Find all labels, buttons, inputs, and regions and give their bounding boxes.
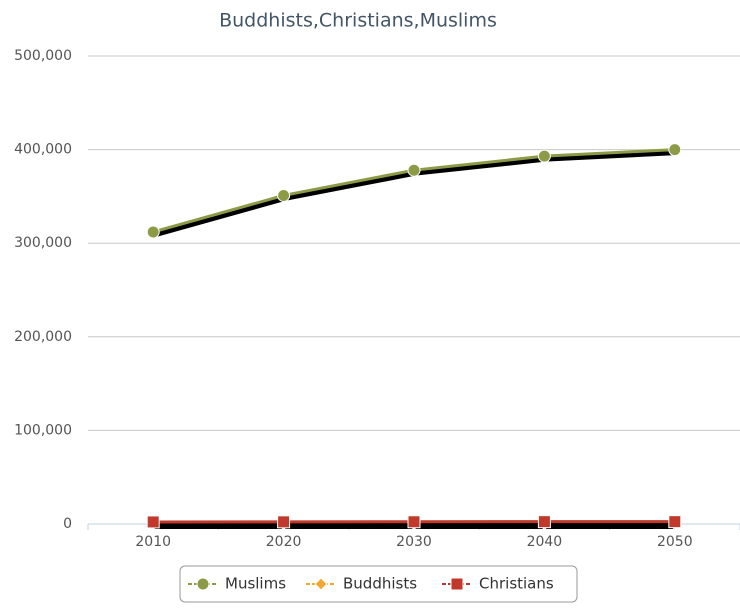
y-tick-label: 400,000 xyxy=(14,142,72,158)
marker xyxy=(538,516,550,528)
marker xyxy=(669,516,681,528)
y-tick-label: 100,000 xyxy=(14,422,72,438)
marker xyxy=(197,578,209,590)
x-tick-label: 2030 xyxy=(396,534,432,550)
marker xyxy=(408,164,420,176)
y-tick-label: 500,000 xyxy=(14,48,72,64)
y-tick-label: 300,000 xyxy=(14,235,72,251)
y-tick-label: 200,000 xyxy=(14,329,72,345)
marker xyxy=(147,226,159,238)
x-tick-label: 2050 xyxy=(657,534,693,550)
marker xyxy=(451,578,463,590)
marker xyxy=(408,516,420,528)
legend-label: Buddhists xyxy=(343,575,417,593)
marker xyxy=(538,150,550,162)
series-line xyxy=(153,150,675,232)
y-tick-label: 0 xyxy=(63,516,72,532)
x-tick-label: 2010 xyxy=(135,534,171,550)
marker xyxy=(147,516,159,528)
marker xyxy=(278,189,290,201)
marker xyxy=(669,144,681,156)
x-tick-label: 2040 xyxy=(527,534,563,550)
x-tick-label: 2020 xyxy=(266,534,302,550)
chart-title: Buddhists,Christians,Muslims xyxy=(219,10,497,32)
legend-label: Christians xyxy=(479,575,554,593)
legend-label: Muslims xyxy=(225,575,286,593)
marker xyxy=(278,516,290,528)
